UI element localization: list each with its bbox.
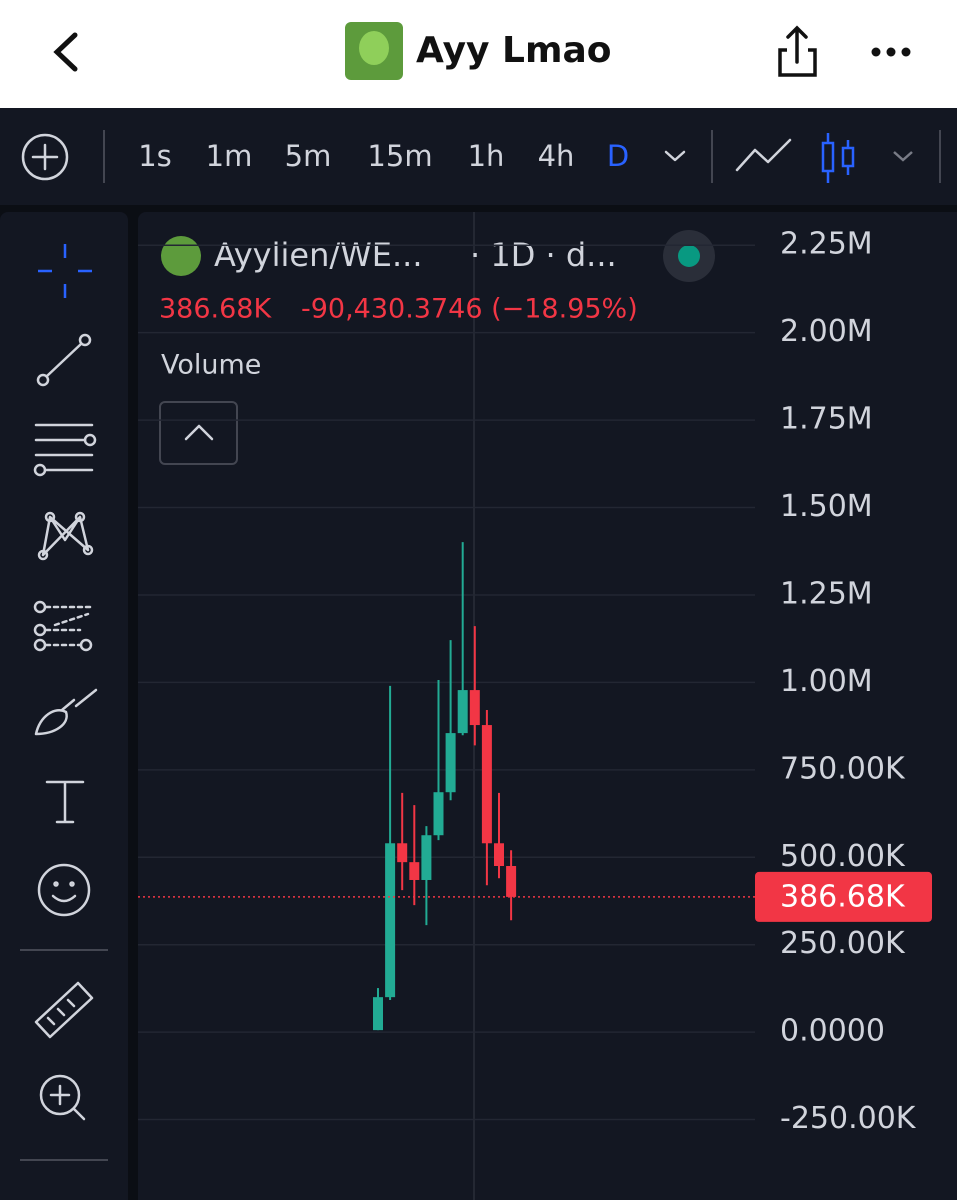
ruler-tool[interactable] bbox=[34, 981, 94, 1039]
y-tick-label: 2.25M bbox=[780, 227, 873, 262]
share-button[interactable] bbox=[778, 25, 817, 77]
y-tick-label: 1.25M bbox=[780, 576, 873, 611]
y-tick-label: 250.00K bbox=[780, 926, 906, 961]
interval-button[interactable]: 5m bbox=[285, 139, 332, 173]
candle-body bbox=[457, 690, 468, 734]
symbol-avatar bbox=[161, 236, 201, 276]
y-tick-label: 1.00M bbox=[780, 664, 873, 699]
candle-body bbox=[494, 843, 504, 867]
symbol-name: Ayylien/WE... bbox=[214, 236, 423, 274]
back-button[interactable] bbox=[53, 32, 78, 72]
y-tick-label: 1.50M bbox=[780, 489, 873, 524]
legend-price: 386.68K bbox=[159, 294, 272, 325]
legend-change: -90,430.3746 (−18.95%) bbox=[301, 294, 638, 325]
interval-button[interactable]: 15m bbox=[367, 139, 432, 173]
y-tick-label: 0.0000 bbox=[780, 1014, 885, 1049]
interval-button[interactable]: 1h bbox=[468, 139, 505, 173]
y-tick-label: 1.75M bbox=[780, 402, 873, 437]
crosshair-tool[interactable] bbox=[38, 244, 92, 298]
avatar-face bbox=[359, 31, 389, 65]
candle-body bbox=[421, 835, 432, 880]
pattern-tool[interactable] bbox=[37, 511, 94, 561]
add-button[interactable] bbox=[21, 133, 69, 181]
interval-button[interactable]: 4h bbox=[538, 139, 575, 173]
collapse-icon bbox=[184, 424, 214, 441]
interval-button[interactable]: D bbox=[607, 139, 629, 173]
candle-body bbox=[506, 866, 517, 897]
zoom-tool[interactable] bbox=[39, 1074, 86, 1121]
y-tick-label: -250.00K bbox=[780, 1101, 917, 1136]
last-price-tag bbox=[755, 871, 932, 922]
candle-body bbox=[469, 690, 480, 726]
candle-body bbox=[445, 733, 456, 793]
interval-button[interactable]: 1s bbox=[138, 139, 172, 173]
drawing-sidebar bbox=[0, 212, 128, 1200]
brush-tool[interactable] bbox=[34, 688, 98, 736]
interval-button[interactable]: 1m bbox=[206, 139, 253, 173]
candle-body bbox=[481, 725, 492, 844]
prediction-tool[interactable] bbox=[33, 600, 93, 652]
chart-panel bbox=[138, 212, 957, 1200]
collapse-button[interactable] bbox=[159, 401, 238, 465]
candle-body bbox=[409, 862, 420, 880]
more-button[interactable] bbox=[871, 47, 911, 57]
candle-body bbox=[433, 792, 444, 836]
text-tool[interactable] bbox=[45, 780, 85, 824]
candle-body bbox=[385, 843, 396, 998]
candle-body bbox=[373, 997, 383, 1031]
symbol-meta: · 1D · d... bbox=[470, 236, 617, 274]
emoji-tool[interactable] bbox=[37, 863, 91, 917]
interval-dropdown[interactable] bbox=[664, 150, 686, 162]
candle-body bbox=[397, 843, 408, 863]
y-tick-label: 500.00K bbox=[780, 839, 906, 874]
toolbar bbox=[0, 108, 957, 205]
line-chart-button[interactable] bbox=[735, 138, 792, 172]
line-tool[interactable] bbox=[36, 333, 92, 387]
fib-tool[interactable] bbox=[33, 423, 97, 477]
status-dot bbox=[678, 245, 700, 267]
candle-chart-button[interactable] bbox=[821, 133, 855, 183]
last-price-label: 386.68K bbox=[780, 879, 906, 914]
header-title: Ayy Lmao bbox=[416, 30, 612, 71]
y-tick-label: 750.00K bbox=[780, 751, 906, 786]
y-tick-label: 2.00M bbox=[780, 314, 873, 349]
chart-type-dropdown[interactable] bbox=[893, 151, 913, 162]
indicator-name: Volume bbox=[161, 350, 261, 381]
